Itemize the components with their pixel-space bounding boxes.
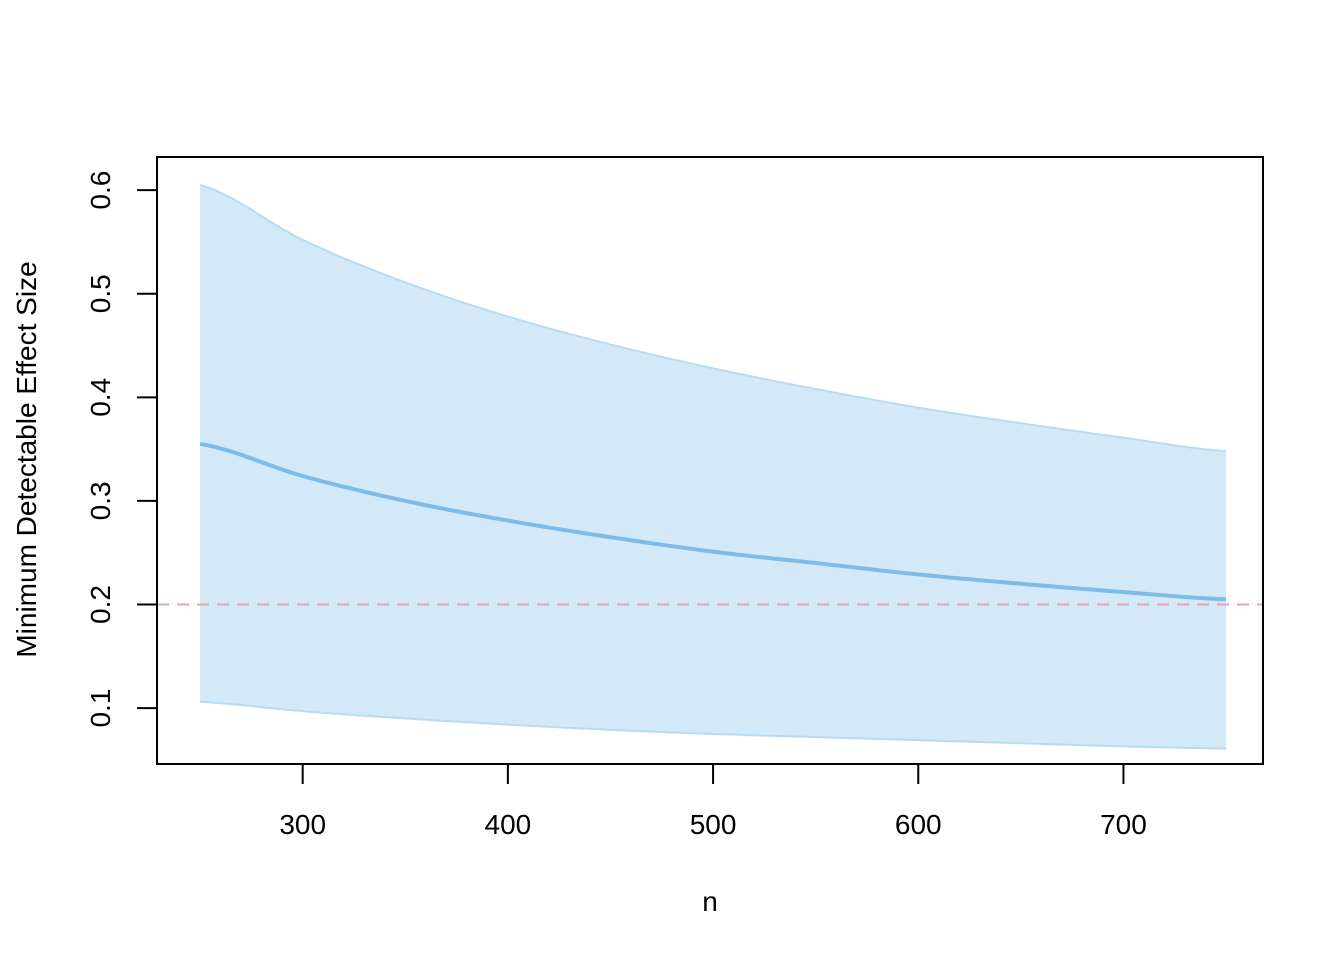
- upper-bound-line: [199, 184, 1227, 453]
- plot-area: [157, 184, 1263, 750]
- x-tick-label: 400: [485, 809, 532, 840]
- x-tick-label: 300: [279, 809, 326, 840]
- y-tick-label: 0.4: [85, 378, 116, 417]
- y-tick-label: 0.6: [85, 171, 116, 210]
- y-tick-label: 0.2: [85, 585, 116, 624]
- x-tick-label: 600: [895, 809, 942, 840]
- y-tick-label: 0.3: [85, 481, 116, 520]
- lower-bound-line: [200, 700, 1227, 750]
- y-axis-label: Minimum Detectable Effect Size: [11, 261, 42, 657]
- x-axis-label: n: [702, 886, 718, 917]
- x-tick-label: 700: [1100, 809, 1147, 840]
- confidence-band: [200, 184, 1227, 749]
- x-tick-label: 500: [690, 809, 737, 840]
- x-axis: 300 400 500 600 700: [279, 763, 1147, 840]
- estimate-line: [199, 441, 1227, 602]
- y-tick-label: 0.5: [85, 274, 116, 313]
- y-tick-label: 0.1: [85, 689, 116, 728]
- y-axis: 0.1 0.2 0.3 0.4 0.5 0.6: [85, 171, 158, 728]
